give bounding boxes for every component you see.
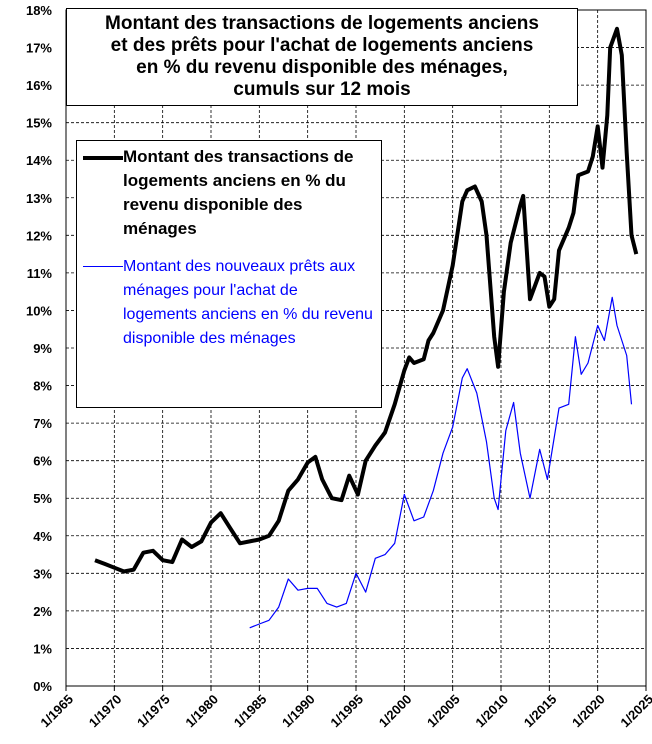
x-tick-label: 1/2005 <box>424 692 463 731</box>
y-tick-label: 10% <box>26 303 52 318</box>
title-line: cumuls sur 12 mois <box>233 79 411 100</box>
x-tick-label: 1/1985 <box>231 692 270 731</box>
title-line: Montant des transactions de logements an… <box>105 13 539 34</box>
legend-entry: Montant des transactions de logements an… <box>83 145 375 241</box>
legend-label: Montant des transactions de logements an… <box>123 147 354 238</box>
legend-swatch <box>83 156 123 160</box>
x-tick-label: 1/1990 <box>279 692 318 731</box>
y-tick-label: 5% <box>33 491 52 506</box>
y-tick-label: 17% <box>26 41 52 56</box>
x-tick-label: 1/1980 <box>182 692 221 731</box>
y-tick-label: 3% <box>33 566 52 581</box>
legend-entry: Montant des nouveaux prêts aux ménages p… <box>83 255 375 351</box>
y-tick-label: 7% <box>33 416 52 431</box>
x-tick-label: 1/1975 <box>134 692 173 731</box>
x-tick-label: 1/2015 <box>521 692 560 731</box>
y-tick-label: 6% <box>33 454 52 469</box>
y-tick-label: 12% <box>26 228 52 243</box>
y-tick-label: 2% <box>33 604 52 619</box>
y-tick-label: 11% <box>27 266 53 281</box>
title-line: et des prêts pour l'achat de logements a… <box>110 35 534 56</box>
y-tick-label: 14% <box>26 153 52 168</box>
series-line <box>249 296 633 629</box>
x-tick-label: 1/1965 <box>37 692 76 731</box>
y-tick-label: 1% <box>33 641 52 656</box>
y-tick-label: 13% <box>26 191 52 206</box>
x-tick-label: 1/2020 <box>569 692 608 731</box>
x-tick-label: 1/2010 <box>472 692 511 731</box>
x-tick-label: 1/2000 <box>376 692 415 731</box>
legend-label: Montant des nouveaux prêts aux ménages p… <box>123 258 373 347</box>
legend: Montant des transactions de logements an… <box>76 140 382 408</box>
y-tick-label: 15% <box>26 116 52 131</box>
x-tick-label: 1/2025 <box>617 692 652 731</box>
y-tick-label: 9% <box>33 341 52 356</box>
y-tick-label: 4% <box>33 529 52 544</box>
title-line: en % du revenu disponible des ménages, <box>136 57 508 78</box>
y-tick-label: 8% <box>33 379 52 394</box>
series-line <box>94 26 639 574</box>
legend-swatch <box>83 266 123 267</box>
y-tick-label: 18% <box>26 3 52 18</box>
chart-title: Montant des transactions de logements an… <box>66 8 578 106</box>
x-tick-label: 1/1995 <box>327 692 366 731</box>
y-tick-label: 0% <box>33 679 52 694</box>
y-tick-label: 16% <box>26 78 52 93</box>
x-tick-label: 1/1970 <box>86 692 125 731</box>
